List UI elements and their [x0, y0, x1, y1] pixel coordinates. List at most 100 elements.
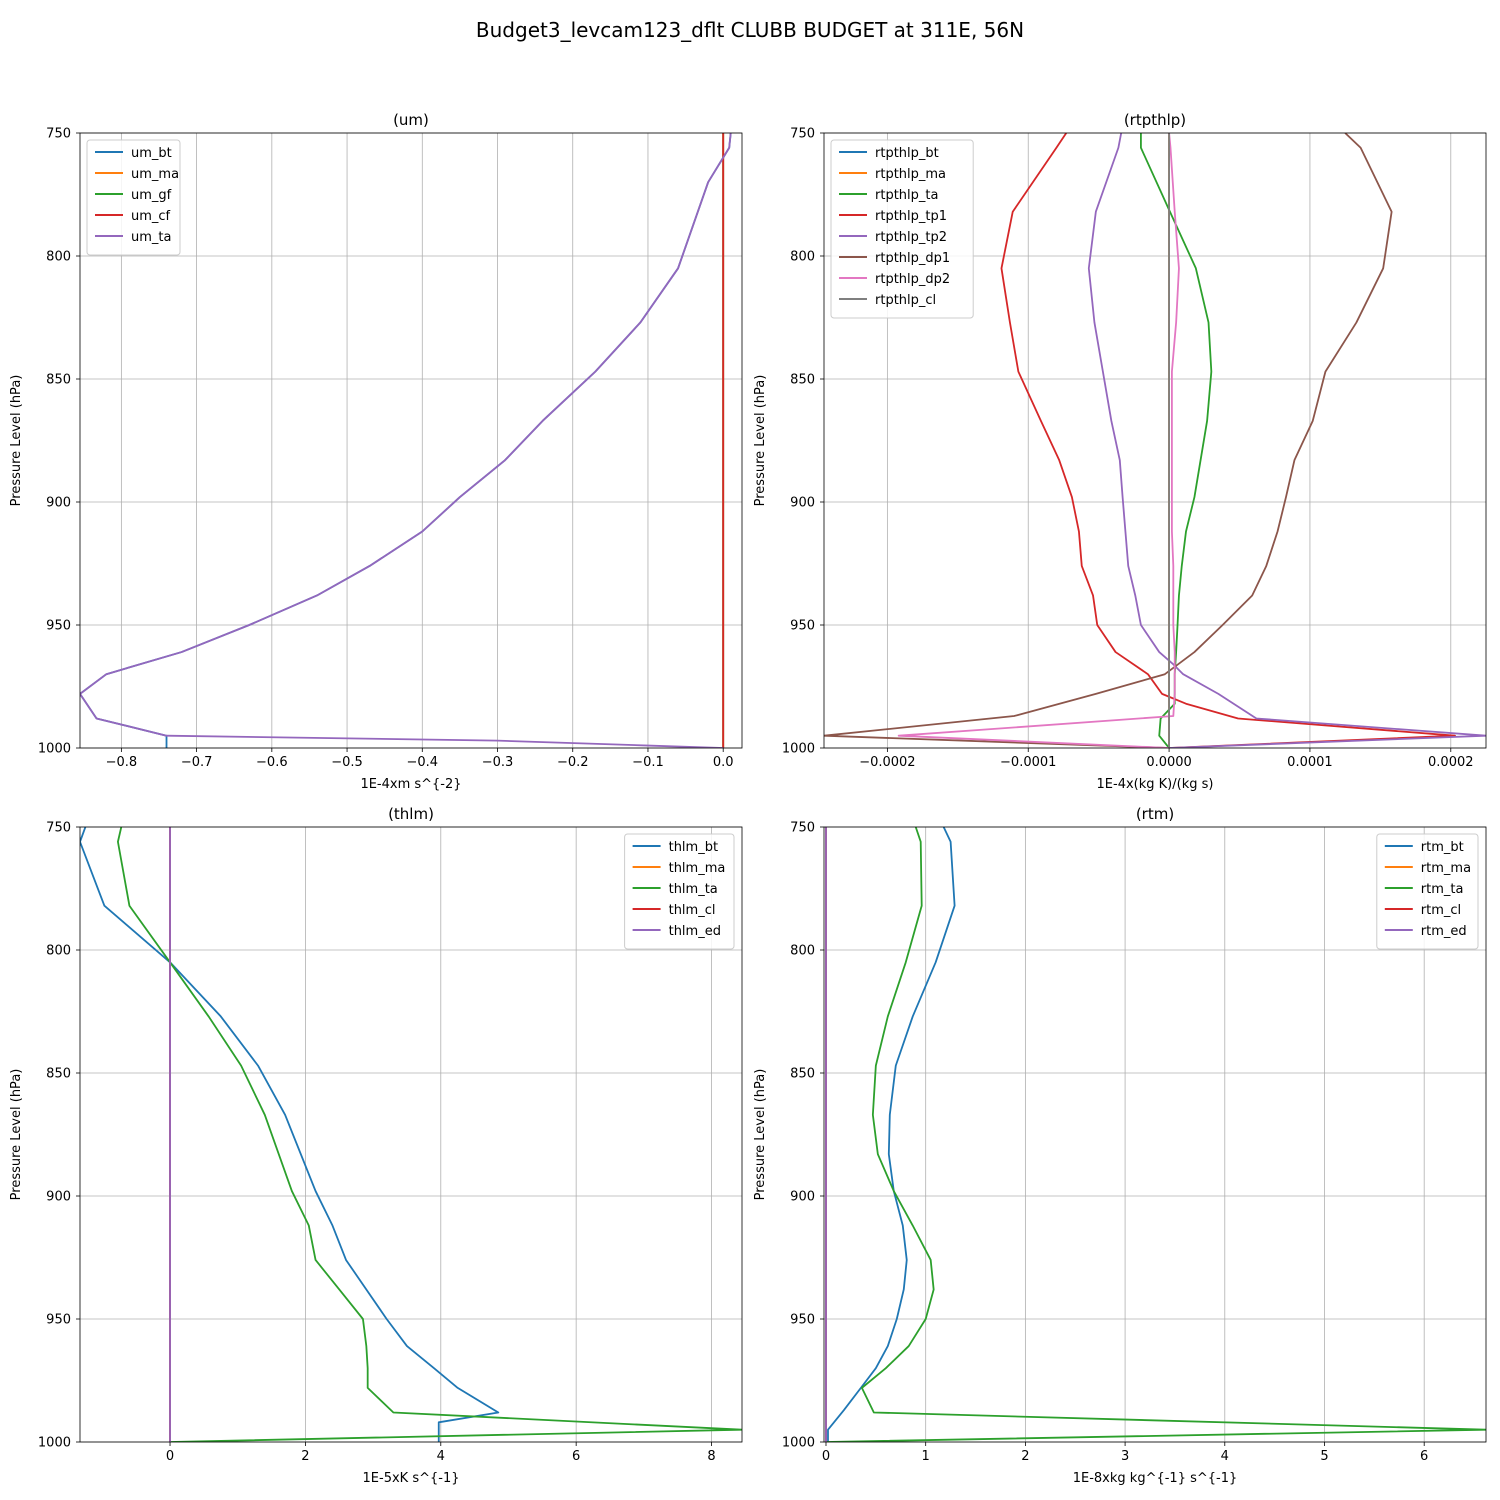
y-tick-label: 950	[790, 619, 815, 634]
y-axis-label: Pressure Level (hPa)	[753, 1069, 768, 1201]
x-axis-label: 1E-5xK s^{-1}	[363, 1471, 460, 1486]
y-tick-label: 950	[46, 619, 71, 634]
legend-label: thlm_ta	[669, 882, 718, 897]
y-tick-label: 850	[790, 1067, 815, 1082]
series-line-rtm_ta	[825, 827, 1486, 1442]
y-tick-label: 800	[46, 250, 71, 265]
legend-label: rtm_ta	[1421, 882, 1464, 897]
legend-label: rtpthlp_ma	[875, 167, 946, 182]
legend-label: rtpthlp_tp2	[875, 230, 947, 245]
x-tick-label: 0.0001	[1287, 755, 1333, 770]
legend-box	[1376, 833, 1479, 950]
y-tick-label: 1000	[38, 1436, 71, 1451]
legend-label: um_gf	[131, 188, 172, 203]
series-line-rtpthlp_dp1	[824, 133, 1393, 748]
x-tick-label: −0.0001	[1000, 755, 1056, 770]
legend-label: thlm_bt	[669, 840, 718, 855]
x-tick-label: −0.3	[482, 755, 514, 770]
x-tick-label: 0.0	[713, 755, 734, 770]
x-axis-label: 1E-4xm s^{-2}	[360, 777, 461, 792]
x-tick-label: 3	[1121, 1449, 1129, 1464]
legend-label: rtpthlp_dp1	[875, 251, 950, 266]
y-tick-label: 900	[46, 496, 71, 511]
legend-label: rtpthlp_bt	[875, 146, 939, 161]
x-tick-label: 0.0000	[1146, 755, 1192, 770]
x-tick-label: −0.5	[331, 755, 363, 770]
x-axis-label: 1E-4x(kg K)/(kg s)	[1097, 777, 1214, 792]
y-tick-label: 850	[46, 1067, 71, 1082]
chart-panel-3: 0 1 2 3 4 5 6 750 800 850 900 950 1000 (rtm) 1E-8xkg k…	[753, 805, 1487, 1486]
x-tick-label: 2	[301, 1449, 309, 1464]
y-tick-label: 800	[46, 944, 71, 959]
legend: rtpthlp_bt rtpthlp_ma rtpthlp_ta rtpthlp_tp…	[830, 139, 974, 319]
x-tick-label: −0.8	[106, 755, 138, 770]
y-tick-label: 850	[46, 373, 71, 388]
x-axis-label: 1E-8xkg kg^{-1} s^{-1}	[1073, 1471, 1238, 1486]
x-tick-label: −0.0002	[859, 755, 915, 770]
y-tick-label: 850	[790, 373, 815, 388]
x-tick-label: 6	[572, 1449, 580, 1464]
y-axis-label: Pressure Level (hPa)	[753, 375, 768, 507]
legend-label: thlm_ed	[669, 924, 721, 939]
plot-frame	[823, 132, 1487, 749]
panels: −0.8 −0.7 −0.6 −0.5 −0.4 −0.3 −0.2 −0.1 0.075080…	[9, 111, 1487, 1486]
x-tick-label: 8	[707, 1449, 715, 1464]
legend-label: rtpthlp_ta	[875, 188, 938, 203]
series-group	[824, 133, 1486, 748]
x-tick-label: −0.2	[557, 755, 589, 770]
legend-label: thlm_ma	[669, 861, 726, 876]
series-group	[80, 133, 732, 748]
y-axis-label: Pressure Level (hPa)	[9, 375, 24, 507]
legend-label: rtm_bt	[1421, 840, 1464, 855]
legend-label: rtm_cl	[1421, 903, 1461, 918]
y-tick-label: 1000	[38, 742, 71, 757]
y-tick-label: 900	[790, 1190, 815, 1205]
x-tick-label: 0	[822, 1449, 830, 1464]
chart-panel-0: −0.8 −0.7 −0.6 −0.5 −0.4 −0.3 −0.2 −0.1 0.0 750 80…	[9, 111, 743, 792]
legend: thlm_bt thlm_ma thlm_ta thlm_cl thlm_ed	[624, 833, 735, 950]
y-tick-label: 750	[46, 821, 71, 836]
series-line-thlm_ta	[117, 827, 742, 1442]
legend: um_bt um_ma um_gf um_cf um_ta	[86, 139, 181, 256]
series-line-rtpthlp_dp2	[897, 133, 1180, 748]
legend-label: rtm_ed	[1421, 924, 1467, 939]
x-tick-label: 4	[437, 1449, 445, 1464]
x-tick-label: 5	[1320, 1449, 1328, 1464]
series-line-rtpthlp_tp1	[1000, 133, 1456, 748]
y-tick-label: 750	[790, 821, 815, 836]
legend-box	[624, 833, 735, 950]
legend-label: rtm_ma	[1421, 861, 1471, 876]
y-tick-label: 800	[790, 250, 815, 265]
x-tick-label: 6	[1420, 1449, 1428, 1464]
legend-box	[830, 139, 974, 319]
panel-title: (rtm)	[1136, 805, 1174, 823]
y-tick-label: 950	[46, 1313, 71, 1328]
figure-title: Budget3_levcam123_dflt CLUBB BUDGET at 3…	[476, 18, 1024, 42]
legend-label: um_ma	[131, 167, 179, 182]
y-tick-label: 900	[46, 1190, 71, 1205]
legend-label: rtpthlp_dp2	[875, 272, 950, 287]
x-tick-label: −0.6	[256, 755, 288, 770]
legend-label: rtpthlp_tp1	[875, 209, 947, 224]
panel-title: (rtpthlp)	[1124, 111, 1186, 129]
legend-label: um_ta	[131, 230, 171, 245]
legend: rtm_bt rtm_ma rtm_ta rtm_cl rtm_ed	[1376, 833, 1479, 950]
y-tick-label: 750	[46, 127, 71, 142]
series-line-rtm_bt	[827, 827, 956, 1442]
x-tick-label: −0.7	[181, 755, 213, 770]
series-line-rtpthlp_tp2	[1087, 133, 1486, 748]
series-group	[80, 827, 742, 1442]
series-line-um_ta	[80, 133, 732, 748]
x-tick-label: −0.1	[632, 755, 664, 770]
y-tick-label: 900	[790, 496, 815, 511]
y-tick-label: 1000	[782, 1436, 815, 1451]
x-tick-label: 2	[1021, 1449, 1029, 1464]
panel-title: (um)	[393, 111, 429, 129]
chart-panel-1: −0.0002 −0.0001 0.0000 0.0001 0.0002 750 800 85…	[753, 111, 1487, 792]
legend-label: rtpthlp_cl	[875, 293, 936, 308]
x-tick-label: 1	[922, 1449, 930, 1464]
chart-panel-2: 0 2 4 6 8 750 800 850 900 950 1000 (thlm) 1E-5xK s^{…	[9, 805, 743, 1486]
x-tick-label: −0.4	[406, 755, 438, 770]
legend-label: thlm_cl	[669, 903, 716, 918]
